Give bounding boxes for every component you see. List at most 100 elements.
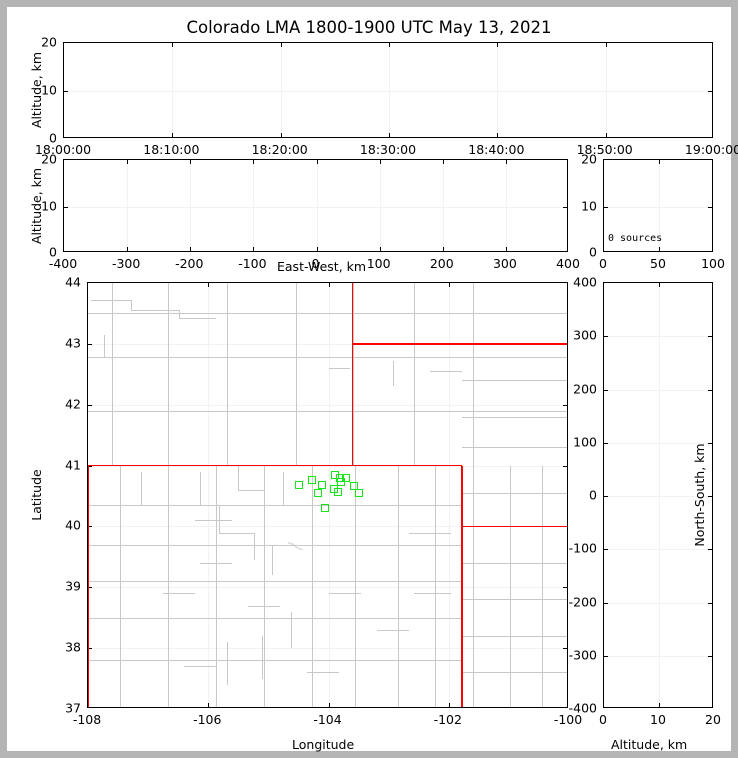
time-panel-xtick [497,133,499,137]
ew-panel-gridline-v [190,160,192,251]
map-panel-yticklabel: 39 [65,578,81,594]
county-boundary [90,300,131,302]
county-boundary [298,547,303,550]
ew-panel-yticklabel: 10 [41,198,57,213]
ew-panel-xtick [190,160,192,164]
panel-east-west-vs-altitude[interactable] [63,159,568,252]
map-xlabel: Longitude [292,737,355,752]
county-boundary [264,465,266,707]
ns-panel-yticklabel: 400 [573,274,597,290]
panel-east-west-xlabel: East-West, km [277,259,367,274]
ew-panel-xticklabel: 200 [429,256,454,271]
lma-station-marker [329,485,338,494]
county-boundary [88,505,463,507]
county-boundary [200,471,202,506]
lma-station-marker [349,482,358,491]
panel-time-vs-altitude[interactable] [63,42,713,138]
time-panel-gridline-v [497,43,499,137]
time-panel-xtick [172,43,174,47]
map-panel-xtick [208,283,210,287]
county-boundary [253,532,255,560]
map-panel-ytick [88,648,92,650]
time-panel-xticklabel: 18:50:00 [576,142,633,157]
hist-panel-yticklabel: 0 [589,244,597,260]
ew-panel-xtick [316,160,318,164]
county-boundary [178,310,180,319]
panel-source-histogram[interactable] [603,159,713,252]
county-boundary [272,544,274,576]
ew-panel-xticklabel: -400 [48,256,78,271]
county-boundary [218,532,254,534]
time-panel-xticklabel: 18:20:00 [251,142,308,157]
ns-panel-gridline-h [604,602,712,604]
time-panel-xticklabel: 18:10:00 [143,142,200,157]
ns-panel-xtick [659,703,660,707]
ew-panel-xticklabel: -300 [111,256,141,271]
source-count-annotation: 0 sources [608,233,663,244]
ew-panel-xticklabel: 0 [311,256,320,271]
state-boundary-colorado-west [88,465,89,707]
county-boundary [462,416,567,418]
time-panel-xtick [389,133,390,137]
county-boundary [376,629,409,631]
ns-panel-gridline-h [604,442,712,444]
panel-altitude-vs-north-south[interactable] [603,282,713,708]
county-boundary [88,410,567,412]
ew-panel-xtick [379,247,381,251]
map-panel-yticklabel: 40 [65,517,81,533]
ew-panel-xtick [127,160,129,164]
ew-panel-xtick [442,247,444,251]
county-boundary [88,544,463,546]
time-panel-xticklabel: 19:00:00 [684,142,738,157]
ns-panel-gridline-h [604,655,712,657]
ew-panel-yticklabel: 20 [41,151,57,167]
time-panel-yticklabel: 20 [41,34,57,50]
county-boundary [462,599,567,601]
time-panel-xtick [280,133,282,137]
hist-panel-ytick [604,206,608,208]
ns-panel-gridline-h [604,389,712,391]
time-panel-yticklabel: 10 [41,82,57,98]
map-panel-ytick [563,648,567,650]
time-panel-xtick [389,43,390,47]
county-boundary [291,611,293,649]
state-boundary-kansas-north [462,525,567,528]
county-boundary [130,310,179,312]
county-boundary [328,593,361,595]
ew-panel-xticklabel: 400 [556,256,580,271]
time-panel-gridline-v [389,43,390,137]
county-boundary [462,672,567,674]
map-panel-gridline-h [88,587,567,589]
lma-station-marker [317,481,326,490]
ns-panel-ytick [708,442,712,444]
ns-panel-yticklabel: -200 [568,594,597,609]
time-panel-xtick [605,133,607,137]
ew-panel-xtick [316,247,318,251]
ns-panel-yticklabel: 300 [573,327,597,343]
county-boundary [88,357,567,359]
county-boundary [408,532,452,534]
ns-panel-yticklabel: 100 [573,434,597,450]
county-boundary [141,471,143,506]
ns-xlabel: Altitude, km [611,737,688,752]
hist-panel-xticklabel: 50 [650,256,666,271]
figure-canvas: Colorado LMA 1800-1900 UTC May 13, 2021 … [7,7,738,752]
map-panel-yticklabel: 38 [65,639,81,655]
time-panel-xtick [605,43,607,47]
state-boundary-wyoming-east [351,283,354,466]
time-panel-gridline-h [64,91,712,92]
state-boundary-colorado-north [88,464,463,467]
map-panel-xtick [208,703,210,707]
ns-panel-yticklabel: 0 [589,487,597,503]
ew-panel-gridline-v [379,160,381,251]
lma-station-marker [308,475,317,484]
panel-plan-view-map[interactable] [87,282,568,708]
ns-panel-xtick [659,283,660,287]
map-panel-gridline-h [88,404,567,406]
ew-panel-gridline-v [316,160,318,251]
ew-panel-xticklabel: -200 [175,256,204,271]
map-panel-ytick [563,404,567,406]
county-boundary [120,465,122,707]
map-panel-yticklabel: 43 [65,335,81,351]
ns-panel-ytick [708,496,712,497]
